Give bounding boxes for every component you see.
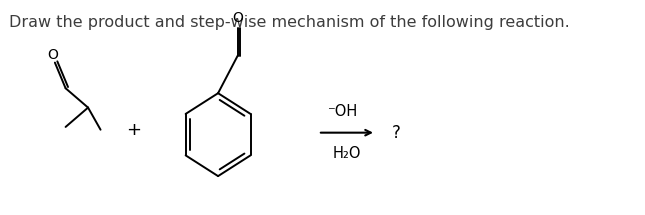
- Text: +: +: [126, 121, 141, 139]
- Text: Draw the product and step-wise mechanism of the following reaction.: Draw the product and step-wise mechanism…: [8, 15, 570, 30]
- Text: H₂O: H₂O: [333, 146, 361, 161]
- Text: O: O: [232, 11, 243, 25]
- Text: ?: ?: [392, 124, 401, 142]
- Text: O: O: [48, 48, 59, 62]
- Text: ⁻OH: ⁻OH: [328, 104, 357, 119]
